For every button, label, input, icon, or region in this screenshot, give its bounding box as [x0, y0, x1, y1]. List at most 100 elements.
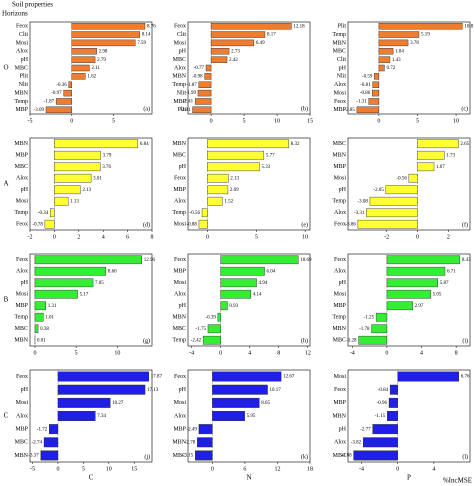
value-label: 8.60 — [108, 269, 117, 274]
bar — [194, 98, 212, 105]
panel-frame — [29, 137, 153, 231]
bar — [44, 219, 55, 229]
x-tick-label: 10 — [453, 118, 459, 124]
value-label: 5.17 — [80, 292, 89, 297]
category-label: Alox — [16, 49, 28, 55]
value-label: -3.86 — [345, 222, 356, 227]
value-label: 7.59 — [137, 41, 146, 46]
x-tick-label: 8 — [455, 350, 458, 356]
value-label: 2.98 — [99, 49, 108, 54]
bar — [368, 98, 380, 105]
panel-frame — [187, 369, 311, 463]
value-label: -2.05 — [373, 188, 384, 193]
value-label: 2.13 — [230, 176, 239, 181]
value-label: -0.86 — [360, 91, 371, 96]
category-label: MBP — [173, 187, 186, 193]
bar — [207, 139, 289, 149]
category-label: pH — [179, 387, 187, 393]
category-label: MBP — [173, 269, 186, 275]
x-tick-label: 15 — [307, 118, 313, 124]
bar — [375, 312, 388, 322]
panel-letter: (g) — [143, 337, 150, 344]
value-label: -4.88 — [341, 454, 352, 459]
bar — [378, 56, 391, 63]
bar — [54, 185, 81, 195]
x-tick-label: 4 — [102, 234, 105, 240]
bar — [197, 437, 213, 448]
value-label: 7.05 — [95, 281, 104, 286]
category-label: Mosi — [334, 90, 347, 96]
bar — [210, 39, 255, 47]
category-label: MBP — [333, 400, 346, 406]
value-label: -1.99 — [186, 91, 197, 96]
bar — [201, 208, 208, 218]
x-tick-label: 0 — [70, 118, 73, 124]
bar — [34, 324, 39, 334]
category-label: Alox — [334, 82, 346, 88]
bar — [417, 139, 459, 149]
bar — [54, 162, 101, 172]
figure-title: Soil properties — [12, 1, 53, 9]
bar — [378, 22, 463, 30]
value-label: -1.75 — [196, 327, 207, 332]
category-label: MBN — [14, 90, 28, 96]
category-label: Temp — [172, 82, 186, 88]
x-tick-label: -2 — [28, 234, 33, 240]
bar — [210, 56, 228, 63]
bar — [34, 266, 107, 276]
value-label: -2.81 — [180, 108, 191, 113]
category-label: Mosi — [174, 222, 187, 228]
category-label: MBN — [172, 440, 186, 446]
category-label: MBC — [173, 57, 186, 63]
value-label: 2.42 — [229, 58, 238, 63]
bar — [386, 289, 431, 299]
bar — [45, 106, 72, 114]
panel-frame — [347, 21, 471, 115]
x-tick-label: 0 — [219, 350, 222, 356]
value-label: -3.31 — [354, 211, 365, 216]
x-tick-label: 0 — [33, 350, 36, 356]
bar — [207, 185, 229, 195]
bar — [40, 450, 59, 461]
category-label: Temp — [332, 315, 346, 321]
category-label: MBP — [333, 107, 346, 113]
category-label: Temp — [172, 338, 186, 344]
category-label: Mosi — [16, 40, 29, 46]
category-label: Alox — [174, 65, 186, 71]
category-label: Feox — [174, 257, 186, 263]
value-label: 12.67 — [283, 375, 295, 380]
value-label: 5.87 — [440, 281, 449, 286]
value-label: 17.87 — [151, 375, 163, 380]
value-label: -2.85 — [344, 108, 355, 113]
value-label: 2.97 — [415, 304, 424, 309]
category-label: Nlit — [19, 82, 29, 88]
category-label: Plit — [178, 107, 187, 113]
x-tick-label: 2 — [447, 234, 450, 240]
category-label: Feox — [174, 176, 186, 182]
value-label: -2.41 — [183, 100, 194, 105]
bar — [378, 39, 409, 47]
value-label: -0.81 — [360, 83, 371, 88]
category-label: pH — [21, 187, 29, 193]
value-label: 5.33 — [262, 165, 271, 170]
category-label: Feox — [16, 257, 28, 263]
value-label: -3.37 — [28, 454, 39, 459]
value-label: 5.77 — [266, 153, 275, 158]
category-label: Alox — [16, 269, 28, 275]
bar — [71, 73, 86, 80]
bar — [71, 39, 136, 47]
category-label: Mosi — [334, 374, 347, 380]
category-label: MBC — [333, 49, 346, 55]
panel-frame — [187, 137, 311, 231]
value-label: -1.25 — [364, 315, 375, 320]
panel-letter: (c) — [461, 105, 468, 112]
bar — [378, 64, 385, 72]
x-tick-label: 12 — [305, 350, 311, 356]
bar — [210, 48, 230, 55]
bar — [71, 22, 146, 30]
bar — [34, 255, 142, 265]
bar — [34, 312, 44, 322]
category-label: Mosi — [16, 400, 29, 406]
bar — [207, 162, 260, 172]
value-label: 1.13 — [70, 199, 79, 204]
